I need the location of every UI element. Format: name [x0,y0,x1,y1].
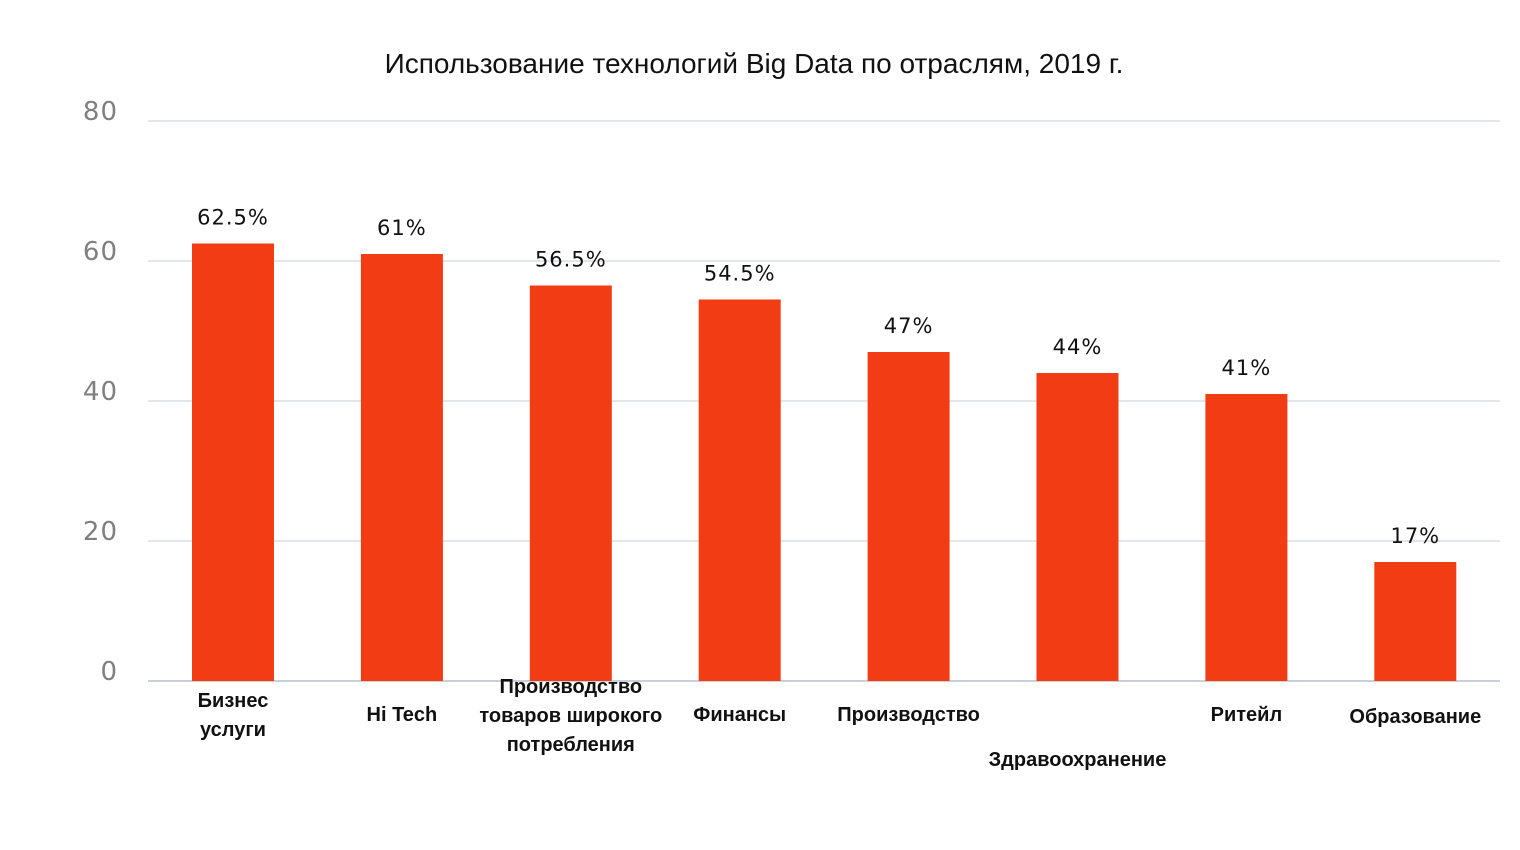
y-axis-ticks: 0 20 40 60 80 [83,97,118,687]
data-labels: 62.5% 61% 56.5% 54.5% 47% 44% 41% 17% [197,206,1440,549]
data-label: 17% [1390,524,1440,548]
bars [192,243,1457,681]
category-label: Производство [837,704,980,726]
category-label: Здравоохранение [989,749,1167,771]
data-label: 47% [884,314,934,338]
bar [192,243,274,681]
bar [1036,373,1119,681]
bar [529,285,612,681]
data-label: 62.5% [197,206,269,230]
category-label: Ритейл [1211,704,1283,726]
data-label: 44% [1053,335,1103,359]
gridlines [148,120,1500,682]
y-tick-label: 80 [83,97,118,127]
data-label: 61% [377,216,427,240]
data-label: 56.5% [535,248,607,272]
data-label: 41% [1222,356,1272,380]
category-label: услуги [200,719,266,741]
bar [1374,562,1457,681]
category-labels: Бизнес услуги Hi Tech Производство товаров ш… [198,676,1482,771]
category-label: Производство [499,676,642,698]
chart-title: Использование технологий Big Data по отр… [385,48,1124,79]
y-tick-label: 0 [100,657,118,687]
category-label: Образование [1349,706,1481,728]
category-label: Финансы [693,704,786,726]
bar [867,352,950,681]
category-label: Hi Tech [367,704,438,726]
category-label: Бизнес [198,690,269,712]
y-tick-label: 40 [83,377,118,407]
data-label: 54.5% [704,262,776,286]
bar [1205,394,1288,681]
category-label: товаров широкого [479,705,662,727]
bar [698,299,781,681]
bar [360,254,443,681]
y-tick-label: 60 [83,237,118,267]
y-tick-label: 20 [83,517,118,547]
category-label: потребления [507,734,635,756]
